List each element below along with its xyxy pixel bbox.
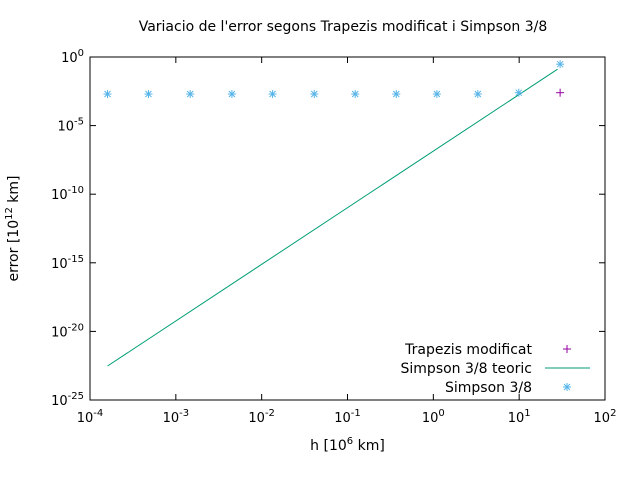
data-point bbox=[103, 90, 112, 99]
series-line bbox=[107, 68, 558, 367]
data-point bbox=[268, 90, 277, 99]
data-point bbox=[392, 90, 401, 99]
y-tick-label: 10-10 bbox=[51, 185, 84, 203]
y-axis-label: error [1012 km] bbox=[4, 175, 22, 281]
legend-swatch bbox=[563, 345, 571, 353]
data-point bbox=[432, 90, 441, 99]
data-point bbox=[144, 90, 153, 99]
x-tick-label: 10-1 bbox=[334, 408, 361, 426]
x-tick-label: 10-4 bbox=[77, 408, 104, 426]
y-tick-label: 100 bbox=[61, 48, 84, 66]
data-point bbox=[227, 90, 236, 99]
legend-label: Simpson 3/8 bbox=[445, 380, 532, 396]
x-tick-label: 100 bbox=[422, 408, 445, 426]
series-trapezis-modificat bbox=[556, 88, 565, 97]
data-point bbox=[473, 90, 482, 99]
data-point bbox=[351, 90, 360, 99]
x-tick-label: 101 bbox=[508, 408, 531, 426]
y-tick-label: 10-15 bbox=[51, 254, 84, 272]
series-layer bbox=[103, 60, 565, 367]
data-point bbox=[556, 88, 565, 97]
y-tick-label: 10-5 bbox=[57, 117, 84, 135]
legend-label: Trapezis modificat bbox=[404, 342, 532, 358]
legend-label: Simpson 3/8 teoric bbox=[401, 361, 532, 377]
x-tick-label: 102 bbox=[594, 408, 617, 426]
series-simpson-3-8-teoric bbox=[107, 68, 558, 367]
y-axis: 100 10-5 10-10 10-15 10-20 10-25 bbox=[51, 48, 605, 409]
legend: Trapezis modificat Simpson 3/8 teoric Simp… bbox=[401, 342, 590, 396]
x-tick-label: 10-2 bbox=[248, 408, 275, 426]
x-axis: 10-4 10-3 10-2 10-1 100 101 102 bbox=[77, 57, 617, 426]
data-point bbox=[310, 90, 319, 99]
data-point bbox=[556, 60, 565, 69]
x-axis-label: h [106 km] bbox=[310, 436, 385, 454]
chart-title: Variacio de l'error segons Trapezis modi… bbox=[139, 19, 548, 35]
y-tick-label: 10-20 bbox=[51, 322, 84, 340]
data-point bbox=[514, 88, 523, 97]
x-tick-label: 10-3 bbox=[163, 408, 190, 426]
series-simpson-3-8 bbox=[103, 60, 565, 99]
y-tick-label: 10-25 bbox=[51, 391, 84, 409]
data-point bbox=[186, 90, 195, 99]
legend-swatch bbox=[563, 383, 571, 391]
